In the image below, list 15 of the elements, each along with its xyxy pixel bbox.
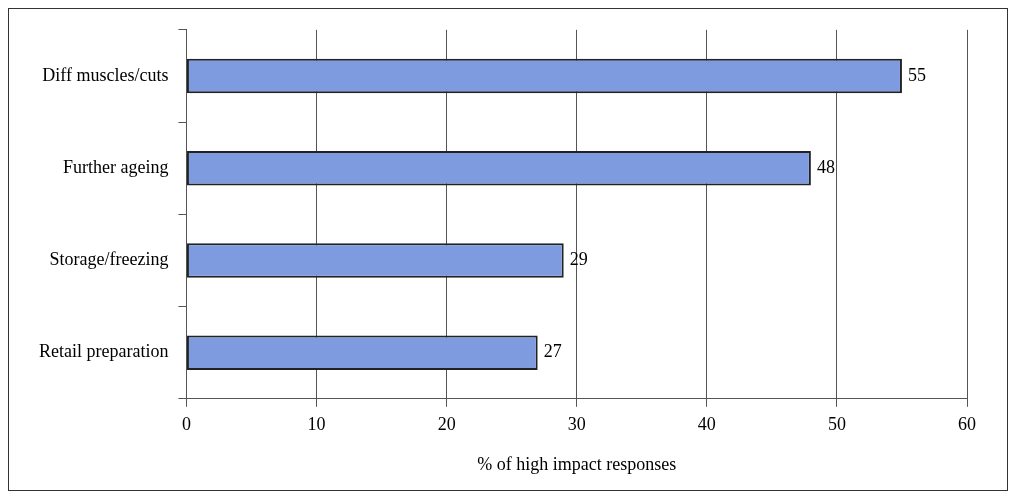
y-tick-label: Diff muscles/cuts xyxy=(42,64,169,85)
data-label: 55 xyxy=(907,64,926,85)
x-axis-title: % of high impact responses xyxy=(477,453,677,474)
x-tick-label: 20 xyxy=(437,414,456,435)
x-tick-label: 30 xyxy=(567,414,586,435)
x-tick-label: 50 xyxy=(827,414,846,435)
y-tick-label: Storage/freezing xyxy=(49,249,169,270)
x-tick-label: 40 xyxy=(697,414,716,435)
x-tick-label: 10 xyxy=(307,414,326,435)
y-tick-label: Retail preparation xyxy=(38,341,169,362)
x-tick-label: 60 xyxy=(958,414,976,435)
data-label: 27 xyxy=(543,341,562,362)
data-label: 48 xyxy=(816,156,835,177)
y-tick-label: Further ageing xyxy=(62,156,169,177)
x-tick-label: 0 xyxy=(181,414,191,435)
